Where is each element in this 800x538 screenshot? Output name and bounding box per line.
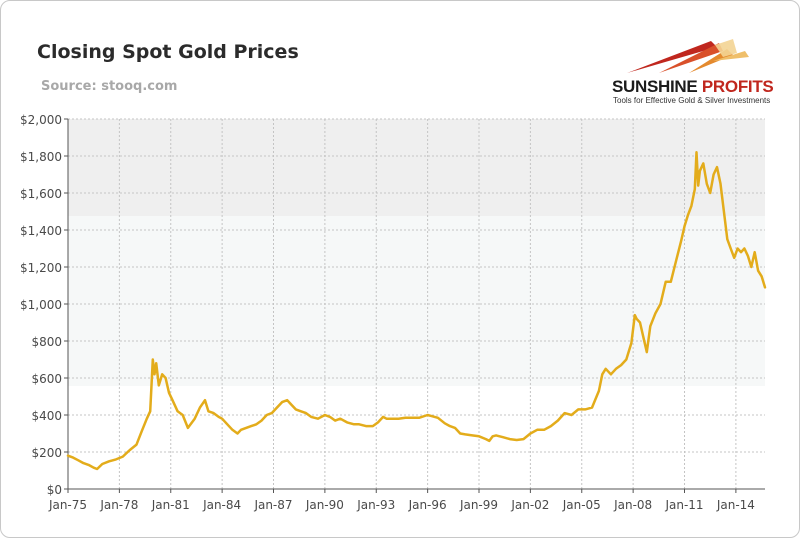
x-tick-label: Jan-87 xyxy=(253,498,292,512)
x-tick-label: Jan-02 xyxy=(510,498,549,512)
y-tick-label: $1,200 xyxy=(20,261,62,275)
y-tick-label: $0 xyxy=(47,483,62,497)
x-tick-label: Jan-05 xyxy=(562,498,601,512)
y-tick-label: $1,400 xyxy=(20,224,62,238)
x-tick-label: Jan-90 xyxy=(305,498,344,512)
x-tick-label: Jan-96 xyxy=(408,498,447,512)
x-tick-label: Jan-78 xyxy=(99,498,138,512)
y-tick-label: $1,800 xyxy=(20,150,62,164)
x-tick-label: Jan-81 xyxy=(151,498,190,512)
logo-tagline: Tools for Effective Gold & Silver Invest… xyxy=(613,96,771,105)
y-tick-label: $800 xyxy=(31,335,62,349)
chart-band-middle xyxy=(68,216,765,386)
tick-labels: $0 $200 $400 $600 $800 $1,000 $1,200 $1,400 $1,6… xyxy=(20,113,755,512)
x-tick-label: Jan-11 xyxy=(664,498,703,512)
y-tick-label: $1,000 xyxy=(20,298,62,312)
x-tick-label: Jan-99 xyxy=(459,498,498,512)
x-tick-label: Jan-84 xyxy=(202,498,241,512)
logo-wordmark: SUNSHINE PROFITS xyxy=(612,77,774,97)
y-tick-label: $2,000 xyxy=(20,113,62,127)
y-tick-label: $200 xyxy=(31,446,62,460)
y-tick-label: $400 xyxy=(31,409,62,423)
chart-title: Closing Spot Gold Prices xyxy=(37,41,299,63)
gold-price-series-line xyxy=(66,151,767,471)
grid-lines xyxy=(68,118,765,489)
logo-name-part1: SUNSHINE xyxy=(612,77,698,96)
logo-name-part2: PROFITS xyxy=(697,77,774,96)
logo-swoosh-icon xyxy=(627,39,749,73)
y-tick-label: $600 xyxy=(31,372,62,386)
x-tick-label: Jan-75 xyxy=(48,498,87,512)
chart-source: Source: stooq.com xyxy=(41,79,178,94)
x-tick-label: Jan-08 xyxy=(613,498,652,512)
sunshine-profits-logo: SUNSHINE PROFITS Tools for Effective Gol… xyxy=(601,31,791,106)
x-tick-label: Jan-93 xyxy=(356,498,395,512)
y-tick-label: $1,600 xyxy=(20,187,62,201)
chart-band-top xyxy=(68,119,765,216)
x-tick-label: Jan-14 xyxy=(716,498,755,512)
